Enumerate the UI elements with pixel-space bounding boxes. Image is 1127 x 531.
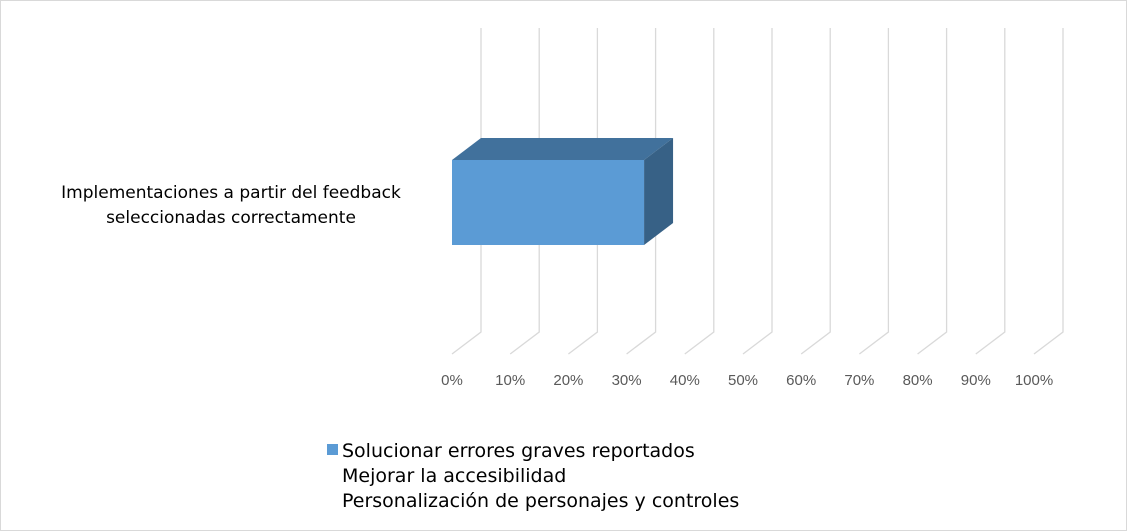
bar[interactable] [452,160,645,245]
x-tick-label: 30% [612,372,642,389]
x-tick-label: 0% [441,372,463,389]
gridline [975,28,1006,355]
x-tick-label: 100% [1015,372,1053,389]
category-label: Implementaciones a partir del feedback [61,183,401,203]
gridline [626,28,657,355]
legend-item: Mejorar la accesibilidad [342,465,566,487]
category-label: seleccionadas correctamente [106,208,356,228]
gridline [509,28,540,355]
legend-item: Personalización de personajes y controle… [342,490,739,512]
gridline [859,28,890,355]
x-tick-label: 50% [728,372,758,389]
x-tick-label: 20% [553,372,583,389]
gridline [917,28,948,355]
x-tick-label: 40% [670,372,700,389]
bar-top-face [452,138,674,160]
x-tick-label: 60% [786,372,816,389]
bar-side-face [644,138,674,245]
x-tick-label: 90% [961,372,991,389]
gridline [800,28,831,355]
legend-item: Solucionar errores graves reportados [342,440,695,462]
gridline [1033,28,1064,355]
gridline [742,28,773,355]
x-tick-label: 10% [495,372,525,389]
gridline [568,28,599,355]
x-tick-label: 80% [903,372,933,389]
gridline [451,28,482,355]
gridline [684,28,715,355]
x-tick-label: 70% [844,372,874,389]
legend-swatch [327,444,338,455]
